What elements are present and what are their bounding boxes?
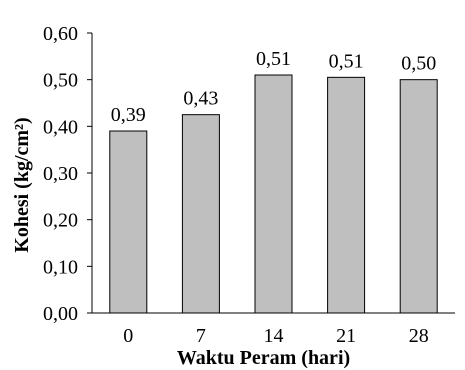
bars-group <box>109 74 438 314</box>
y-tick-label: 0,20 <box>43 210 78 232</box>
x-tick-label: 28 <box>409 325 429 347</box>
y-tick-label: 0,40 <box>43 116 78 138</box>
bar <box>109 130 148 314</box>
y-tick-label: 0,30 <box>43 163 78 185</box>
bar <box>399 79 438 314</box>
data-labels-group: 0,39 0,43 0,51 0,51 0,50 <box>111 48 436 126</box>
x-axis-title: Waktu Peram (hari) <box>177 347 350 369</box>
bar <box>181 114 220 314</box>
x-tick-label: 0 <box>123 325 133 347</box>
x-tick-label: 21 <box>336 325 356 347</box>
y-tick-label: 0,10 <box>43 256 78 278</box>
bar-value-label: 0,43 <box>183 88 218 110</box>
x-axis-ticks: 0 7 14 21 28 <box>123 325 428 347</box>
bar-value-label: 0,51 <box>256 48 291 70</box>
y-tick-label: 0,50 <box>43 70 78 92</box>
y-tick-label: 0,60 <box>43 23 78 45</box>
bar-value-label: 0,51 <box>329 50 364 72</box>
x-tick-label: 14 <box>264 325 284 347</box>
x-tick-label: 7 <box>196 325 206 347</box>
bar-value-label: 0,39 <box>111 104 146 126</box>
y-axis-ticks: 0,00 0,10 0,20 0,30 0,40 0,50 0,60 <box>43 23 92 325</box>
y-axis-title: Kohesi (kg/cm²) <box>11 117 33 252</box>
y-tick-label: 0,00 <box>43 303 78 325</box>
bar <box>327 76 366 314</box>
bar <box>254 74 293 314</box>
bar-value-label: 0,50 <box>401 53 436 75</box>
